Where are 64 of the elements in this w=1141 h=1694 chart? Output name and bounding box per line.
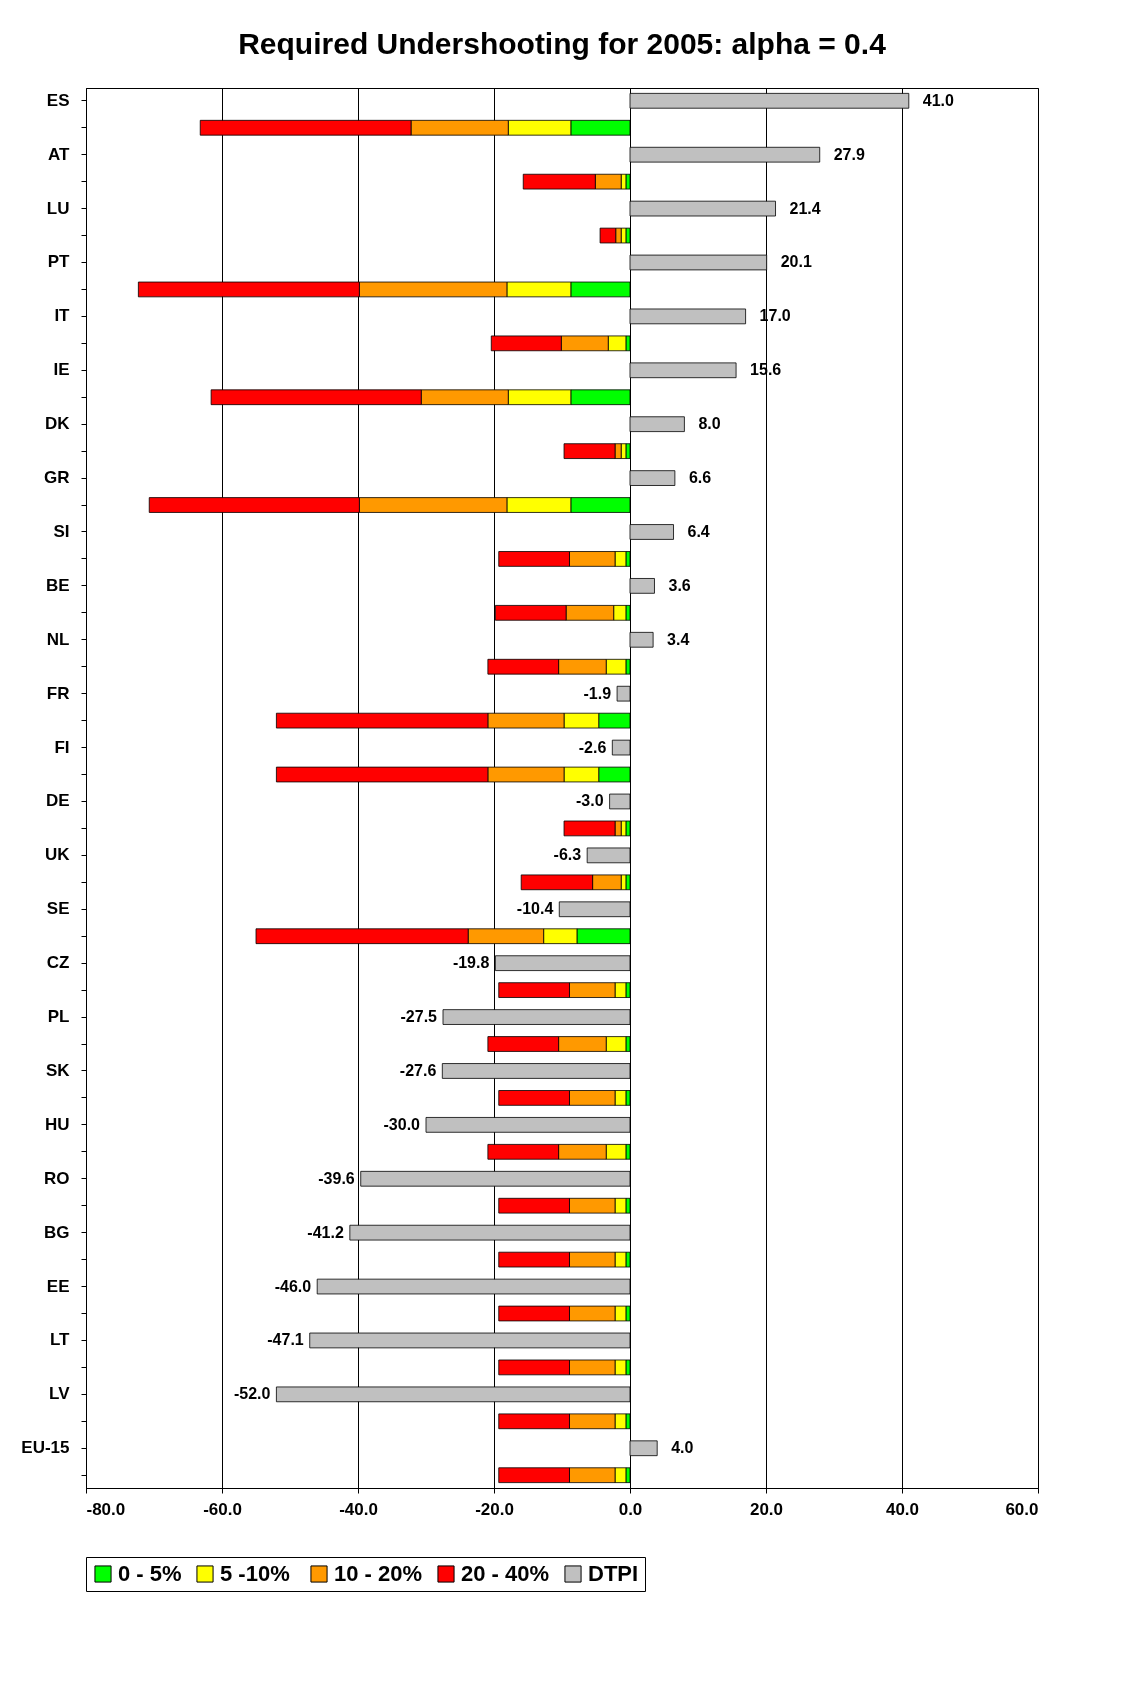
data-label: -2.6 — [578, 738, 607, 756]
legend-label: 5 -10% — [220, 1561, 290, 1586]
data-label: 8.0 — [698, 415, 721, 433]
y-tick-label: PT — [47, 252, 71, 272]
x-tick-label: 60.0 — [1005, 1499, 1039, 1519]
y-tick-label: PL — [47, 1007, 70, 1027]
data-label: -6.3 — [553, 846, 582, 864]
y-tick-label: IT — [54, 306, 71, 326]
x-tick-label: -40.0 — [339, 1499, 378, 1519]
y-tick-label: NL — [46, 629, 70, 649]
y-tick-label: UK — [44, 845, 71, 865]
data-label: -52.0 — [233, 1385, 271, 1403]
y-tick-label: SE — [46, 899, 70, 919]
data-label: 41.0 — [922, 91, 955, 109]
data-label: 21.4 — [789, 199, 821, 217]
x-tick-label: -60.0 — [203, 1499, 242, 1519]
legend-label: DTPI — [588, 1561, 639, 1586]
data-label: -39.6 — [318, 1169, 355, 1187]
data-label: -3.0 — [576, 792, 604, 810]
data-label: 4.0 — [671, 1439, 694, 1457]
data-label: -10.4 — [516, 900, 554, 918]
x-tick-label: 20.0 — [749, 1499, 784, 1519]
y-tick-label: LU — [46, 198, 70, 218]
data-label: -41.2 — [307, 1223, 344, 1241]
y-tick-label: EU-15 — [21, 1438, 70, 1458]
data-label: -19.8 — [452, 954, 490, 972]
y-tick-label: EE — [46, 1276, 70, 1296]
data-label: -27.5 — [400, 1008, 438, 1026]
x-tick-label: -20.0 — [475, 1499, 514, 1519]
y-tick-label: BG — [44, 1222, 70, 1242]
y-tick-label: SI — [53, 521, 70, 541]
y-tick-label: LV — [49, 1384, 71, 1404]
x-tick-label: 40.0 — [885, 1499, 920, 1519]
data-label: 3.6 — [668, 576, 691, 594]
y-tick-label: BE — [45, 575, 70, 595]
legend-label: 20 - 40% — [461, 1561, 550, 1586]
y-tick-label: GR — [44, 468, 70, 488]
y-tick-label: DK — [44, 414, 71, 434]
x-tick-label: 0.0 — [618, 1499, 643, 1519]
data-label: -27.6 — [399, 1061, 437, 1079]
y-tick-label: LT — [49, 1330, 71, 1350]
legend-label: 0 - 5% — [118, 1561, 182, 1586]
y-tick-label: RO — [44, 1168, 70, 1188]
data-label: 6.6 — [688, 469, 712, 487]
y-tick-label: IE — [53, 360, 70, 380]
data-label: 20.1 — [780, 253, 812, 271]
data-label: -30.0 — [383, 1115, 421, 1133]
y-tick-label: DE — [45, 791, 70, 811]
legend-label: 10 - 20% — [334, 1561, 423, 1586]
x-tick-label: -80.0 — [86, 1499, 126, 1519]
chart-title: Required Undershooting for 2005: alpha = 0.4 — [238, 27, 887, 60]
y-tick-label: AT — [48, 144, 71, 164]
data-label: 3.4 — [667, 630, 690, 648]
data-label: -46.0 — [274, 1277, 312, 1295]
y-tick-label: FI — [54, 737, 70, 757]
y-tick-label: FR — [46, 683, 70, 703]
y-tick-label: HU — [44, 1114, 70, 1134]
y-tick-label: CZ — [46, 953, 70, 973]
data-label: -1.9 — [583, 684, 612, 702]
y-tick-label: ES — [46, 90, 70, 110]
data-label: -47.1 — [267, 1331, 304, 1349]
data-label: 27.9 — [833, 145, 865, 163]
data-label: 6.4 — [687, 522, 710, 540]
y-tick-label: SK — [45, 1060, 71, 1080]
